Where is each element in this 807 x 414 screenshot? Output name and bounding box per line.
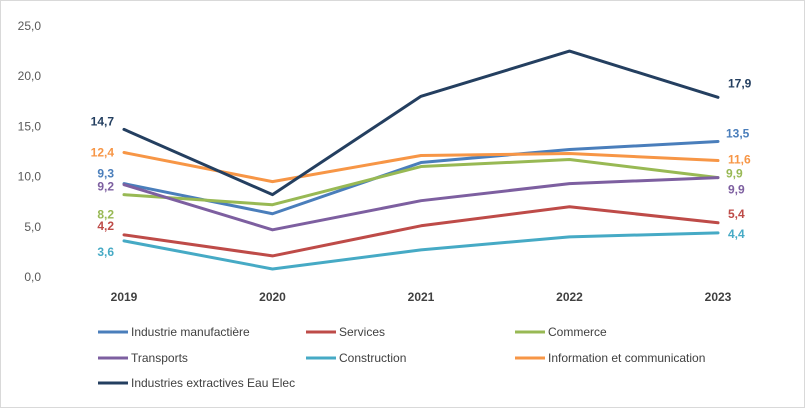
legend-item: Transports — [98, 351, 188, 365]
data-label: 9,3 — [97, 167, 114, 181]
y-tick-label: 15,0 — [18, 119, 42, 133]
legend-label: Services — [339, 325, 385, 339]
legend-label: Information et communication — [548, 351, 705, 365]
data-label: 14,7 — [91, 114, 115, 128]
series-line — [122, 158, 720, 207]
data-label: 11,6 — [728, 153, 751, 167]
y-tick-label: 25,0 — [18, 19, 42, 33]
axis-layer: 0,0 5,0 10,0 15,0 20,0 25,0 2019 2020 2021 2022 20… — [18, 19, 732, 304]
legend-item: Industries extractives Eau Elec — [98, 376, 295, 390]
y-tick-label: 5,0 — [24, 220, 41, 234]
data-label: 3,6 — [97, 245, 114, 259]
series-line — [122, 176, 720, 232]
series-line — [122, 49, 720, 197]
y-tick-label: 0,0 — [24, 270, 41, 284]
data-label: 5,4 — [728, 207, 745, 221]
legend-item: Commerce — [515, 325, 607, 339]
y-tick-label: 20,0 — [18, 69, 42, 83]
data-label: 9,9 — [726, 167, 743, 181]
data-label: 12,4 — [91, 146, 115, 160]
legend-label: Construction — [339, 351, 406, 365]
data-label: 9,9 — [728, 183, 745, 197]
x-tick-label: 2021 — [408, 290, 435, 304]
data-label: 8,2 — [97, 208, 114, 222]
legend-label: Industrie manufactière — [131, 325, 250, 339]
legend-label: Commerce — [548, 325, 607, 339]
y-tick-label: 10,0 — [18, 170, 42, 184]
legend-item: Information et communication — [515, 351, 705, 365]
data-label: 9,2 — [97, 180, 114, 194]
x-tick-label: 2020 — [259, 290, 286, 304]
data-label: 4,4 — [728, 227, 745, 241]
data-label: 13,5 — [726, 126, 750, 140]
legend: Industrie manufactière Services Commerce Tr… — [98, 325, 705, 390]
legend-item: Construction — [306, 351, 406, 365]
x-tick-label: 2022 — [556, 290, 583, 304]
series-line — [122, 205, 720, 258]
data-label: 4,2 — [97, 219, 114, 233]
series-line — [122, 231, 720, 271]
data-label: 17,9 — [728, 76, 752, 90]
x-tick-label: 2023 — [705, 290, 732, 304]
line-layer — [122, 49, 720, 271]
legend-item: Services — [306, 325, 385, 339]
legend-label: Industries extractives Eau Elec — [131, 376, 295, 390]
legend-label: Transports — [131, 351, 188, 365]
x-tick-label: 2019 — [111, 290, 138, 304]
legend-item: Industrie manufactière — [98, 325, 250, 339]
data-label-layer: 9,3 13,5 4,2 5,4 8,2 9,9 9,2 9,9 3,6 4,4 12,4 11,6 1… — [91, 76, 752, 259]
series-line — [122, 139, 720, 216]
